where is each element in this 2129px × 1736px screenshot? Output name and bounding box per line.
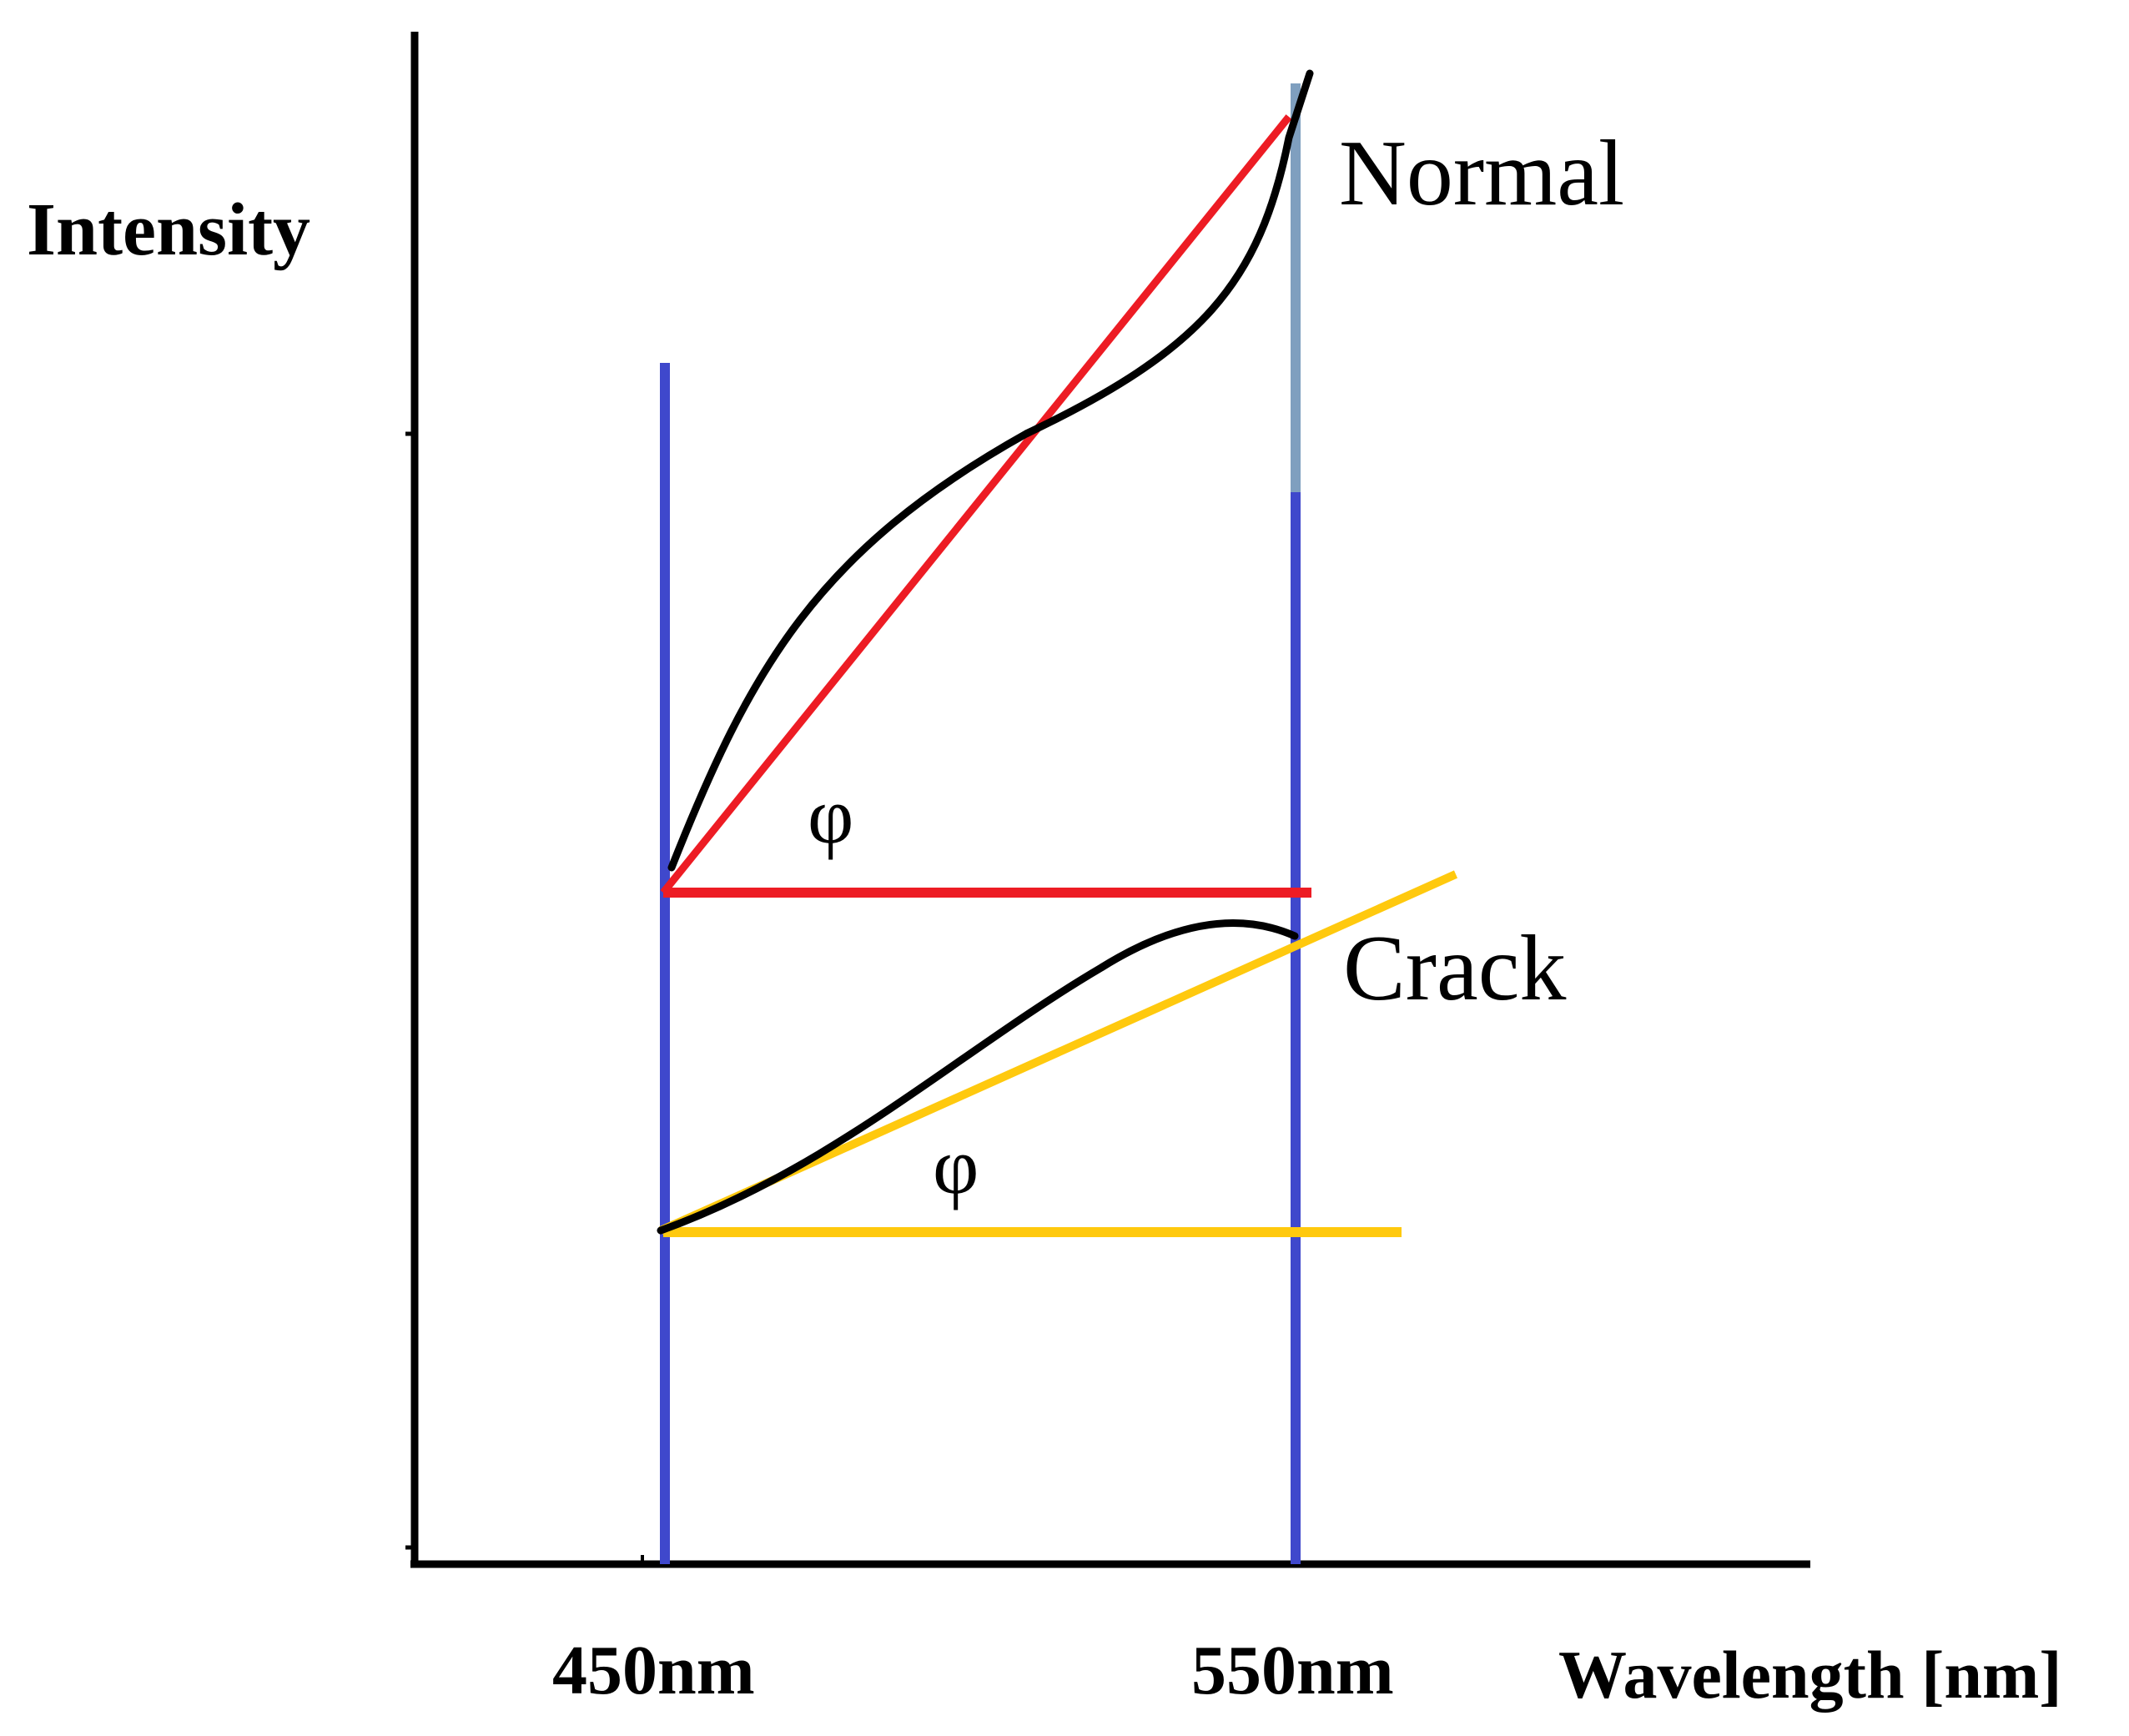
normal-label: Normal [1339, 122, 1624, 225]
normal-spectrum-curve [667, 69, 1314, 872]
crack-spectrum-curve [657, 919, 1299, 1235]
normal-slope-line [660, 114, 1292, 895]
crack-label: Crack [1343, 917, 1566, 1020]
y-axis-label: Intensity [27, 189, 310, 271]
angle-symbol-crack: φ [933, 1121, 979, 1210]
angle-symbol-normal: φ [808, 771, 853, 860]
x-axis-label: Wavelength [nm] [1558, 1637, 2062, 1713]
x-tick-label-450nm: 450nm [552, 1632, 755, 1709]
x-tick-label-550nm: 550nm [1191, 1632, 1394, 1709]
